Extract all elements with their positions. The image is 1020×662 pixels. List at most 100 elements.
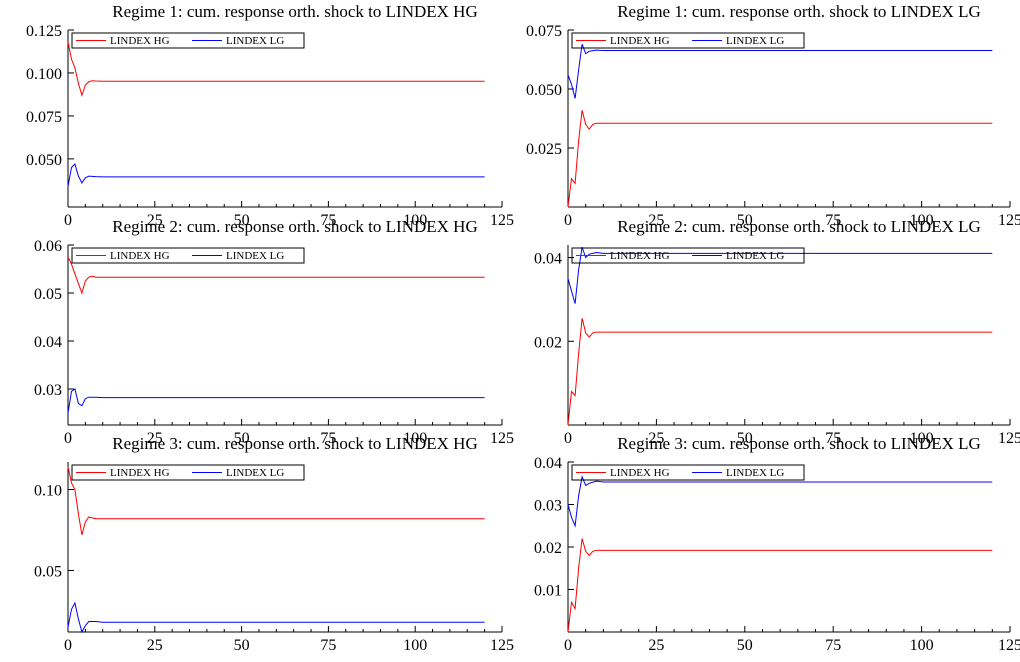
- x-tick-label: 0: [564, 212, 572, 229]
- y-tick-label: 0.10: [34, 483, 62, 500]
- chart-panel-4: 0 25 50 75 100 125 0.02 0.04 Regime 2: cum. resp…: [534, 217, 1020, 447]
- x-tick-label: 75: [825, 430, 841, 447]
- legend: LINDEX HG LINDEX LG: [571, 464, 805, 481]
- x-tick-label: 25: [147, 637, 163, 654]
- x-tick-label: 0: [64, 212, 72, 229]
- y-tick-label: 0.100: [26, 66, 62, 83]
- x-tick-label: 125: [490, 637, 514, 654]
- legend-label: LINDEX LG: [726, 250, 784, 262]
- legend-box: [71, 32, 305, 49]
- legend-label: LINDEX LG: [226, 35, 284, 47]
- x-tick-label: 25: [648, 430, 664, 447]
- x-tick-label: 75: [320, 637, 336, 654]
- y-tick-label: 0.03: [34, 382, 62, 399]
- y-tick-label: 0.02: [534, 334, 562, 351]
- x-tick-label: 25: [147, 212, 163, 229]
- legend: LINDEX HG LINDEX LG: [571, 247, 805, 264]
- x-tick-label: 125: [998, 637, 1020, 654]
- series-line-lindex-lg: [67, 388, 485, 414]
- chart-panel-1: 0 25 50 75 100 125 0.050 0.075 0.100 0.125 Regime …: [26, 2, 514, 229]
- series-line-lindex-hg: [67, 466, 485, 536]
- x-tick-label: 0: [564, 430, 572, 447]
- legend-box: [571, 32, 805, 49]
- x-tick-label: 100: [403, 637, 427, 654]
- legend: LINDEX HG LINDEX LG: [71, 32, 305, 49]
- x-tick-label: 25: [648, 212, 664, 229]
- legend-box: [71, 247, 305, 264]
- legend-label: LINDEX HG: [110, 467, 170, 479]
- series-line-lindex-hg: [567, 318, 993, 426]
- legend-label: LINDEX LG: [726, 35, 784, 47]
- legend-label: LINDEX HG: [110, 250, 170, 262]
- x-tick-label: 0: [64, 430, 72, 447]
- x-tick-label: 50: [234, 430, 250, 447]
- legend-label: LINDEX HG: [610, 250, 670, 262]
- x-tick-label: 50: [737, 637, 753, 654]
- y-tick-label: 0.03: [534, 498, 562, 515]
- legend-label: LINDEX HG: [610, 35, 670, 47]
- series-line-lindex-lg: [567, 246, 993, 304]
- x-tick-label: 125: [998, 212, 1020, 229]
- series-line-lindex-lg: [567, 44, 993, 99]
- series-line-lindex-hg: [567, 110, 993, 208]
- series-line-lindex-lg: [67, 163, 485, 187]
- chart-title: Regime 2: cum. response orth. shock to L…: [617, 217, 981, 236]
- x-tick-label: 125: [998, 430, 1020, 447]
- y-tick-label: 0.075: [26, 109, 62, 126]
- x-tick-label: 125: [490, 430, 514, 447]
- y-tick-label: 0.02: [534, 540, 562, 557]
- y-tick-label: 0.025: [526, 141, 562, 158]
- legend-label: LINDEX LG: [726, 467, 784, 479]
- chart-panel-3: 0 25 50 75 100 125 0.03 0.04 0.05 0.06 Regime 2: c…: [34, 217, 514, 447]
- legend-box: [571, 464, 805, 481]
- series-line-lindex-hg: [67, 256, 485, 295]
- x-tick-label: 75: [320, 430, 336, 447]
- chart-title: Regime 3: cum. response orth. shock to L…: [112, 434, 477, 453]
- chart-title: Regime 1: cum. response orth. shock to L…: [112, 2, 477, 21]
- y-tick-label: 0.04: [34, 334, 62, 351]
- x-tick-label: 50: [234, 212, 250, 229]
- x-tick-label: 75: [825, 637, 841, 654]
- x-tick-label: 50: [234, 637, 250, 654]
- series-line-lindex-lg: [67, 601, 485, 634]
- legend-box: [71, 464, 305, 481]
- x-tick-label: 0: [564, 637, 572, 654]
- legend-label: LINDEX LG: [226, 250, 284, 262]
- x-tick-label: 75: [825, 212, 841, 229]
- y-tick-label: 0.075: [526, 23, 562, 40]
- y-tick-label: 0.050: [526, 82, 562, 99]
- x-tick-label: 100: [910, 212, 934, 229]
- legend: LINDEX HG LINDEX LG: [571, 32, 805, 49]
- legend-label: LINDEX HG: [610, 467, 670, 479]
- y-tick-label: 0.04: [534, 251, 562, 268]
- x-tick-label: 100: [403, 430, 427, 447]
- chart-panel-5: 0 25 50 75 100 125 0.05 0.10 Regime 3: cum. resp…: [34, 434, 514, 654]
- y-tick-label: 0.05: [34, 286, 62, 303]
- y-tick-label: 0.050: [26, 152, 62, 169]
- legend-box: [571, 247, 805, 264]
- chart-title: Regime 2: cum. response orth. shock to L…: [112, 217, 477, 236]
- x-tick-label: 125: [490, 212, 514, 229]
- chart-title: Regime 1: cum. response orth. shock to L…: [617, 2, 981, 21]
- x-tick-label: 75: [320, 212, 336, 229]
- x-tick-label: 100: [910, 637, 934, 654]
- x-tick-label: 100: [910, 430, 934, 447]
- series-line-lindex-hg: [67, 41, 485, 97]
- x-tick-label: 25: [147, 430, 163, 447]
- x-tick-label: 0: [64, 637, 72, 654]
- y-tick-label: 0.06: [34, 238, 62, 255]
- x-tick-label: 25: [648, 637, 664, 654]
- chart-panel-2: 0 25 50 75 100 125 0.025 0.050 0.075 Regime 1: cu…: [526, 2, 1020, 229]
- x-tick-label: 50: [737, 430, 753, 447]
- y-tick-label: 0.125: [26, 23, 62, 40]
- legend: LINDEX HG LINDEX LG: [71, 247, 305, 264]
- series-line-lindex-lg: [567, 475, 993, 528]
- series-line-lindex-hg: [567, 538, 993, 633]
- x-tick-label: 50: [737, 212, 753, 229]
- chart-panel-6: 0 25 50 75 100 125 0.01 0.02 0.03 0.04 Regime 3: c…: [534, 434, 1020, 654]
- legend-label: LINDEX HG: [110, 35, 170, 47]
- legend: LINDEX HG LINDEX LG: [71, 464, 305, 481]
- x-tick-label: 100: [403, 212, 427, 229]
- y-tick-label: 0.04: [534, 455, 562, 472]
